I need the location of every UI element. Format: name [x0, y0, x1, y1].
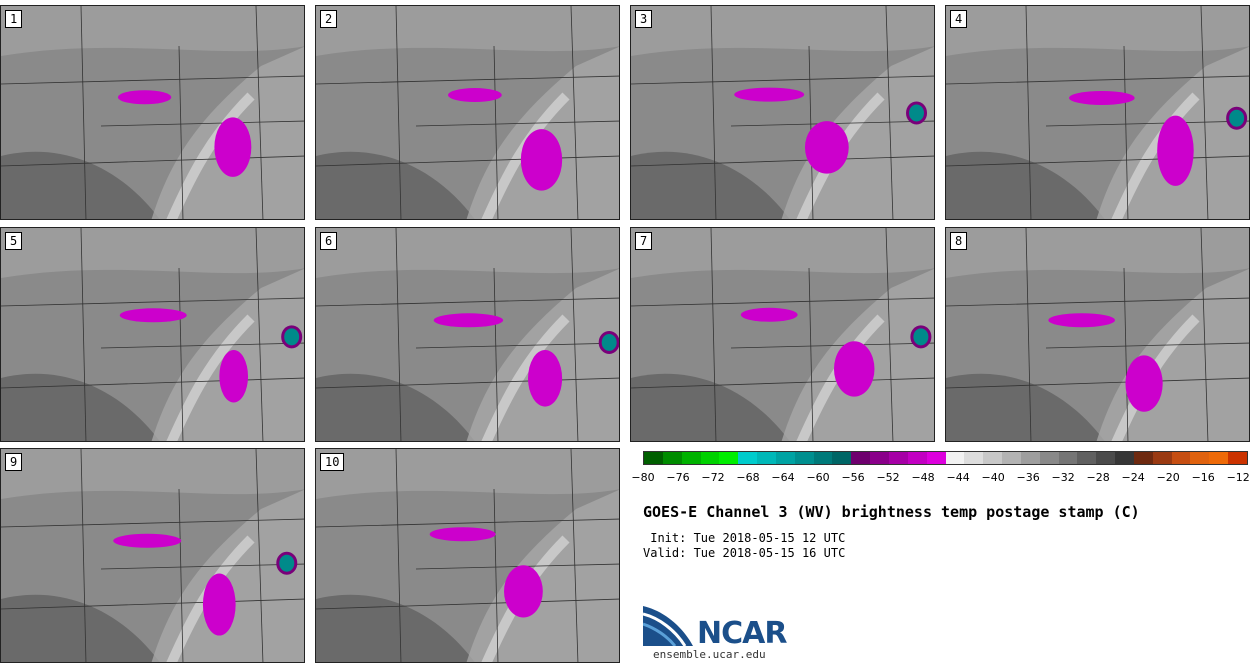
colorbar-segment: [964, 452, 984, 464]
map-panel-3: 3: [630, 5, 935, 220]
map-panel-1: 1: [0, 5, 305, 220]
colorbar-segment: [644, 452, 663, 464]
colorbar-tick-label: −52: [876, 471, 900, 484]
map-panel-4: 4: [945, 5, 1250, 220]
colorbar-segment: [1228, 452, 1247, 464]
colorbar-segment: [1115, 452, 1134, 464]
colorbar-segment: [1020, 452, 1040, 464]
colorbar-segment: [662, 452, 682, 464]
map-panel-10: 10: [315, 448, 620, 663]
map-panel-2: 2: [315, 5, 620, 220]
colorbar-segment: [926, 452, 946, 464]
colorbar: [643, 451, 1248, 465]
panel-label: 8: [950, 232, 968, 250]
colorbar-segment: [945, 452, 965, 464]
colorbar-tick-label: −40: [981, 471, 1005, 484]
colorbar-tick-label: −44: [946, 471, 970, 484]
panel-label: 1: [5, 10, 23, 28]
colorbar-segment: [832, 452, 852, 464]
colorbar-tick-label: −20: [1156, 471, 1180, 484]
colorbar-segment: [907, 452, 927, 464]
colorbar-tick-label: −48: [911, 471, 935, 484]
map-panel-6: 6: [315, 227, 620, 442]
colorbar-tick-label: −32: [1051, 471, 1075, 484]
colorbar-segment: [738, 452, 758, 464]
colorbar-segment: [681, 452, 701, 464]
colorbar-tick-label: −28: [1086, 471, 1110, 484]
site-url: ensemble.ucar.edu: [653, 648, 766, 661]
init-time: Init: Tue 2018-05-15 12 UTC: [643, 531, 846, 545]
ncar-logo-text: NCAR: [697, 616, 787, 651]
colorbar-segment: [983, 452, 1003, 464]
colorbar-segment: [1002, 452, 1021, 464]
map-panel-9: 9: [0, 448, 305, 663]
colorbar-segment: [700, 452, 720, 464]
colorbar-segment: [870, 452, 889, 464]
colorbar-tick-label: −56: [841, 471, 865, 484]
colorbar-tick-label: −72: [701, 471, 725, 484]
panel-label: 10: [320, 453, 345, 471]
colorbar-tick-label: −36: [1016, 471, 1040, 484]
panel-label: 4: [950, 10, 968, 28]
colorbar-tick-label: −24: [1121, 471, 1145, 484]
map-panel-5: 5: [0, 227, 305, 442]
valid-time: Valid: Tue 2018-05-15 16 UTC: [643, 546, 846, 560]
colorbar-segment: [1096, 452, 1116, 464]
map-panel-7: 7: [630, 227, 935, 442]
colorbar-segment: [1039, 452, 1059, 464]
colorbar-segment: [888, 452, 908, 464]
colorbar-segment: [794, 452, 814, 464]
colorbar-tick-label: −80: [631, 471, 655, 484]
colorbar-segment: [719, 452, 739, 464]
colorbar-segment: [757, 452, 776, 464]
colorbar-segment: [1133, 452, 1153, 464]
colorbar-segment: [1190, 452, 1210, 464]
panel-label: 6: [320, 232, 338, 250]
colorbar-segment: [1152, 452, 1172, 464]
colorbar-tick-label: −16: [1191, 471, 1215, 484]
colorbar-segment: [851, 452, 871, 464]
panel-label: 5: [5, 232, 23, 250]
panel-label: 9: [5, 453, 23, 471]
colorbar-segment: [813, 452, 833, 464]
map-panel-8: 8: [945, 227, 1250, 442]
ncar-logo-icon: [643, 606, 693, 646]
colorbar-segment: [1171, 452, 1191, 464]
panel-label: 3: [635, 10, 653, 28]
panel-label: 2: [320, 10, 338, 28]
colorbar-segment: [1209, 452, 1229, 464]
colorbar-tick-label: −68: [736, 471, 760, 484]
colorbar-segment: [1077, 452, 1097, 464]
colorbar-tick-label: −64: [771, 471, 795, 484]
panel-label: 7: [635, 232, 653, 250]
colorbar-tick-label: −60: [806, 471, 830, 484]
colorbar-tick-label: −76: [666, 471, 690, 484]
colorbar-segment: [1058, 452, 1078, 464]
colorbar-segment: [775, 452, 795, 464]
colorbar-tick-label: −12: [1226, 471, 1250, 484]
figure-title: GOES-E Channel 3 (WV) brightness temp po…: [643, 503, 1140, 521]
